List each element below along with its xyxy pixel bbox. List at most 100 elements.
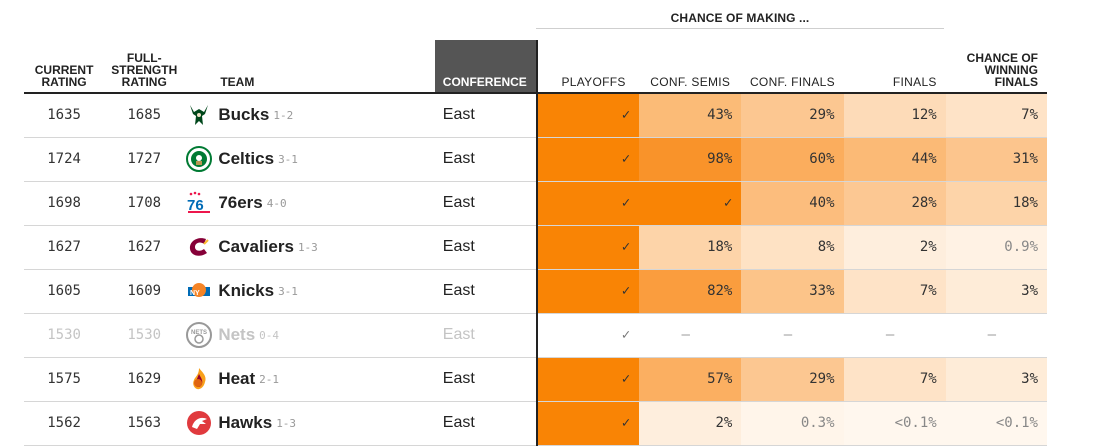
team-name: Knicks (218, 281, 275, 300)
table-row: 1724 1727 Celtics 3-1 East ✓ 98% 60% 44% 31% (24, 137, 1047, 182)
team-record: 0-4 (259, 328, 280, 342)
win-finals-cell: 3% (945, 269, 1047, 314)
finals-cell: – (843, 313, 946, 358)
playoffs-cell: ✓ (535, 269, 640, 314)
conf-finals-header[interactable]: CONF. FINALS (749, 75, 835, 89)
win-finals-cell: 7% (945, 93, 1047, 138)
conf-semis-header[interactable]: CONF. SEMIS (650, 75, 731, 89)
finals-cell: 7% (843, 357, 946, 402)
full-strength-rating-cell: 1627 (104, 225, 185, 270)
conf-semis-cell: 43% (639, 93, 742, 138)
conf-semis-cell: 18% (639, 225, 742, 270)
team-name: Celtics (218, 149, 275, 168)
finals-cell: 2% (843, 225, 946, 270)
full-strength-rating-cell: 1685 (104, 93, 185, 138)
current-rating-cell: 1605 (24, 269, 105, 314)
win-finals-cell: 18% (945, 181, 1047, 226)
conf-finals-cell: 29% (741, 357, 844, 402)
current-rating-cell: 1635 (24, 93, 105, 138)
finals-cell: 12% (843, 93, 946, 138)
team-record: 3-1 (278, 152, 298, 166)
conference-cell: East (434, 225, 537, 270)
table-row: 1698 1708 76 76ers 4-0 East ✓ ✓ 40% 28% 18% (24, 181, 1047, 226)
conf-semis-cell: 2% (639, 401, 742, 446)
conference-cell: East (434, 137, 537, 182)
conference-cell: East (434, 357, 537, 402)
team-name: Cavaliers (218, 237, 294, 256)
playoffs-cell: ✓ (535, 225, 640, 270)
nets-logo-icon: NETS (186, 322, 213, 348)
team-cell: Cavaliers 1-3 (184, 225, 435, 270)
team-record: 1-2 (273, 108, 294, 122)
finals-cell: 7% (843, 269, 946, 314)
conf-finals-cell: 60% (741, 137, 844, 182)
playoffs-header[interactable]: PLAYOFFS (535, 40, 640, 93)
full-strength-rating-header[interactable]: FULL-STRENGTH RATING (111, 51, 178, 89)
win-finals-cell: – (945, 313, 1047, 358)
conf-finals-cell: 40% (741, 181, 844, 226)
current-rating-cell: 1698 (24, 181, 105, 226)
team-record: 1-3 (276, 416, 297, 430)
conference-cell: East (434, 313, 537, 358)
team-cell: NY Knicks 3-1 (184, 269, 435, 314)
playoffs-cell: ✓ (535, 181, 640, 226)
win-finals-cell: 31% (945, 137, 1047, 182)
heat-logo-icon (186, 366, 212, 392)
team-cell: 76 76ers 4-0 (184, 181, 435, 226)
table-row: 1530 1530 NETS Nets 0-4 East ✓ – – – – (24, 313, 1047, 358)
table-row: 1562 1563 Hawks 1-3 East ✓ 2% 0.3% <0.1% <0.1% (24, 401, 1047, 446)
finals-header[interactable]: FINALS (892, 75, 937, 89)
playoffs-cell: ✓ (535, 137, 640, 182)
win-finals-cell: 0.9% (945, 225, 1047, 270)
knicks-logo-icon: NY (186, 278, 212, 304)
current-rating-header[interactable]: CURRENT RATING (34, 63, 94, 89)
conference-header[interactable]: CONFERENCE (434, 40, 537, 93)
table-header-row: CURRENT RATING FULL-STRENGTH RATING TEAM… (24, 40, 1047, 93)
team-record: 3-1 (278, 284, 298, 298)
full-strength-rating-cell: 1563 (104, 401, 185, 446)
conference-cell: East (434, 181, 537, 226)
cavaliers-logo-icon (186, 234, 212, 260)
conf-semis-cell: 98% (639, 137, 742, 182)
playoffs-cell: ✓ (535, 357, 640, 402)
conference-cell: East (434, 93, 537, 138)
celtics-logo-icon (186, 146, 213, 172)
svg-text:76: 76 (187, 197, 204, 214)
conference-cell: East (434, 269, 537, 314)
full-strength-rating-cell: 1708 (104, 181, 185, 226)
team-name: Bucks (218, 105, 270, 125)
full-strength-rating-cell: 1727 (104, 137, 185, 182)
team-record: 2-1 (259, 372, 280, 386)
win-finals-cell: 3% (945, 357, 1047, 402)
current-rating-cell: 1530 (24, 313, 105, 358)
76ers-logo-icon: 76 (186, 190, 212, 216)
team-cell: NETS Nets 0-4 (184, 313, 435, 358)
conf-finals-cell: – (741, 313, 844, 358)
team-header[interactable]: TEAM (220, 75, 255, 89)
conf-finals-cell: 33% (741, 269, 844, 314)
team-record: 4-0 (266, 196, 287, 210)
team-cell: Heat 2-1 (184, 357, 435, 402)
chance-of-making-label: CHANCE OF MAKING ... (536, 0, 944, 29)
conf-finals-cell: 29% (741, 93, 844, 138)
conf-semis-cell: – (639, 313, 742, 358)
playoffs-cell: ✓ (535, 93, 640, 138)
conf-semis-cell: ✓ (639, 181, 742, 226)
finals-cell: 44% (843, 137, 946, 182)
table-row: 1635 1685 Bucks 1-2 East ✓ 43% 29% 12% 7% (24, 93, 1047, 138)
conf-finals-cell: 0.3% (741, 401, 844, 446)
team-name: Nets (218, 325, 256, 344)
conference-cell: East (434, 401, 537, 446)
full-strength-rating-cell: 1609 (104, 269, 185, 314)
current-rating-cell: 1575 (24, 357, 105, 402)
current-rating-cell: 1562 (24, 401, 105, 446)
team-name: 76ers (218, 193, 263, 212)
table-row: 1605 1609 NY Knicks 3-1 East ✓ 82% 33% 7% 3% (24, 269, 1047, 314)
current-rating-cell: 1627 (24, 225, 105, 270)
hawks-logo-icon (186, 410, 212, 436)
svg-text:NY: NY (190, 290, 200, 297)
win-finals-header[interactable]: CHANCE OF WINNING FINALS (966, 51, 1038, 89)
playoff-odds-table: CURRENT RATING FULL-STRENGTH RATING TEAM… (24, 40, 1047, 446)
team-cell: Hawks 1-3 (184, 401, 435, 446)
finals-cell: <0.1% (843, 401, 946, 446)
